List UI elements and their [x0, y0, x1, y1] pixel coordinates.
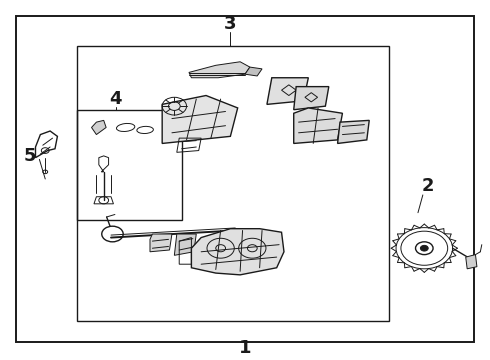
- Polygon shape: [466, 255, 477, 269]
- Polygon shape: [294, 87, 329, 110]
- Text: 2: 2: [421, 177, 434, 195]
- Polygon shape: [150, 234, 172, 252]
- Polygon shape: [245, 67, 262, 76]
- Polygon shape: [267, 78, 308, 104]
- Polygon shape: [192, 229, 284, 275]
- Circle shape: [420, 246, 428, 251]
- Polygon shape: [92, 120, 106, 135]
- Text: 5: 5: [24, 147, 36, 165]
- Text: 3: 3: [224, 15, 237, 33]
- Text: 4: 4: [110, 90, 122, 108]
- Polygon shape: [338, 120, 369, 143]
- Polygon shape: [294, 108, 343, 143]
- Polygon shape: [189, 62, 250, 78]
- Polygon shape: [162, 95, 238, 143]
- Text: 1: 1: [239, 339, 251, 357]
- Polygon shape: [174, 234, 196, 255]
